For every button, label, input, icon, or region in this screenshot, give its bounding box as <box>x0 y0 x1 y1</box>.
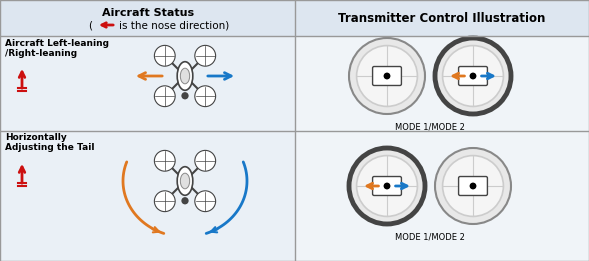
Circle shape <box>435 38 511 114</box>
Circle shape <box>349 38 425 114</box>
Circle shape <box>383 73 391 79</box>
Ellipse shape <box>177 62 193 90</box>
Bar <box>0 36 295 261</box>
Circle shape <box>154 86 175 107</box>
FancyBboxPatch shape <box>373 176 402 195</box>
FancyBboxPatch shape <box>373 67 402 86</box>
Circle shape <box>356 46 418 106</box>
FancyBboxPatch shape <box>459 67 488 86</box>
Text: MODE 1/MODE 2: MODE 1/MODE 2 <box>395 232 465 241</box>
Bar <box>0 0 589 36</box>
Circle shape <box>154 191 175 212</box>
Circle shape <box>195 191 216 212</box>
Ellipse shape <box>180 173 190 189</box>
Circle shape <box>383 183 391 189</box>
Ellipse shape <box>177 167 193 195</box>
Circle shape <box>469 73 477 79</box>
Circle shape <box>195 45 216 66</box>
Circle shape <box>442 46 504 106</box>
Circle shape <box>181 92 188 99</box>
Ellipse shape <box>180 68 190 84</box>
Text: Aircraft Status: Aircraft Status <box>102 8 194 18</box>
Circle shape <box>195 86 216 107</box>
Text: Horizontally
Adjusting the Tail: Horizontally Adjusting the Tail <box>5 133 94 152</box>
Text: MODE 1/MODE 2: MODE 1/MODE 2 <box>395 122 465 131</box>
FancyBboxPatch shape <box>459 176 488 195</box>
Circle shape <box>469 183 477 189</box>
Circle shape <box>154 150 175 171</box>
Text: Transmitter Control Illustration: Transmitter Control Illustration <box>338 12 545 25</box>
Text: (: ( <box>88 20 92 30</box>
Circle shape <box>154 45 175 66</box>
Circle shape <box>356 156 418 216</box>
Bar <box>295 36 589 261</box>
Circle shape <box>435 148 511 224</box>
Circle shape <box>195 150 216 171</box>
Circle shape <box>349 148 425 224</box>
Circle shape <box>442 156 504 216</box>
Text: Aircraft Left-leaning
/Right-leaning: Aircraft Left-leaning /Right-leaning <box>5 39 109 58</box>
Text: is the nose direction): is the nose direction) <box>119 20 229 30</box>
Circle shape <box>181 197 188 204</box>
